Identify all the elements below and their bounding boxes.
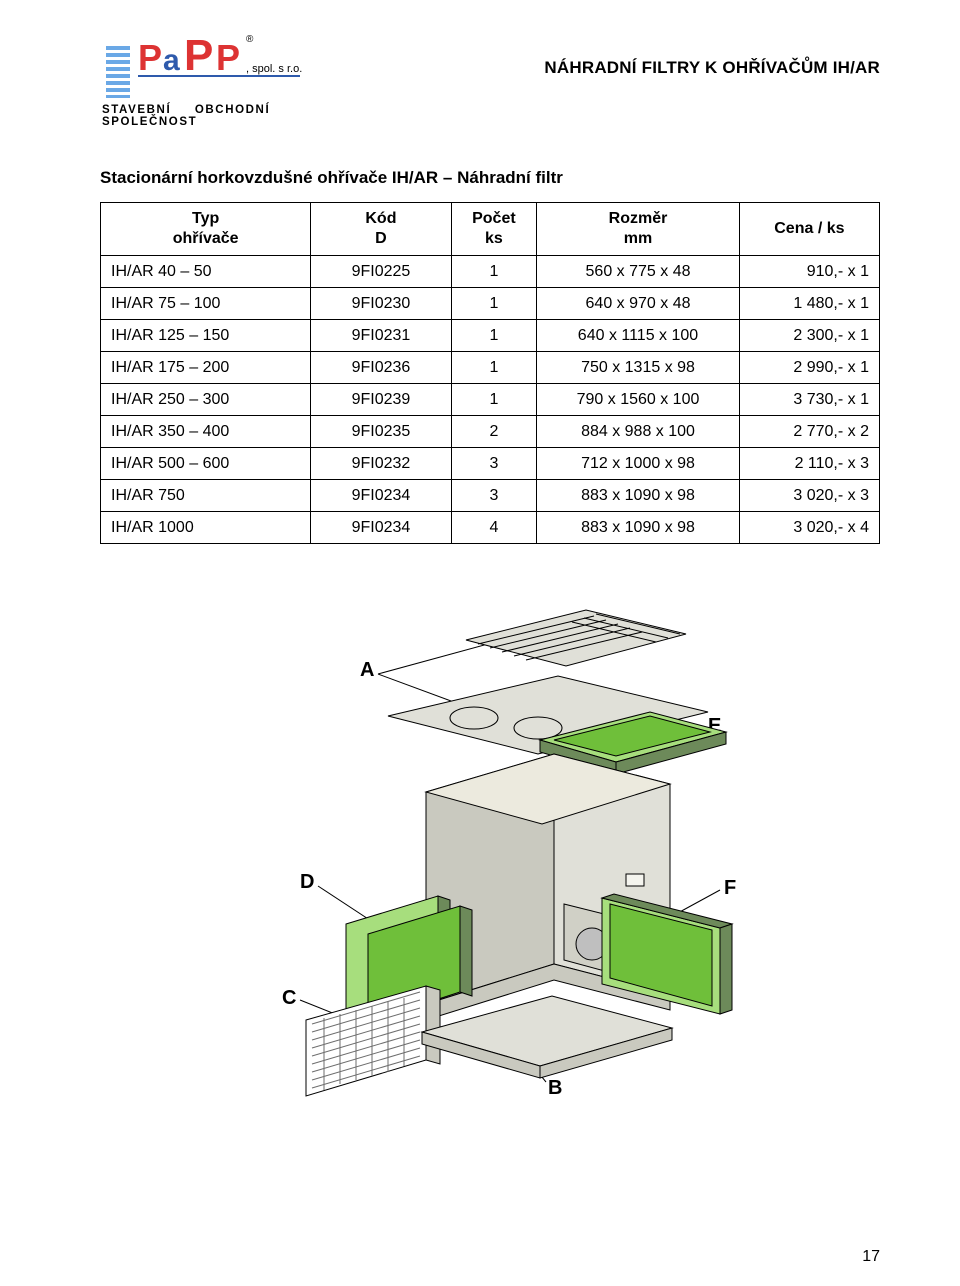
table-header-row: Typ ohřívače Kód D Počet ks Rozměr mm Ce… (101, 203, 880, 256)
svg-text:A: A (360, 659, 374, 681)
table-row: IH/AR 40 – 509FI02251560 x 775 x 48910,-… (101, 256, 880, 288)
table-row: IH/AR 175 – 2009FI02361750 x 1315 x 982 … (101, 352, 880, 384)
table-cell: 3 020,- x 3 (739, 480, 879, 512)
table-cell: IH/AR 350 – 400 (101, 416, 311, 448)
table-cell: 2 110,- x 3 (739, 448, 879, 480)
logo-text-a: a (163, 44, 180, 77)
table-cell: 9FI0232 (311, 448, 451, 480)
table-row: IH/AR 125 – 1509FI02311640 x 1115 x 1002… (101, 320, 880, 352)
table-cell: 9FI0231 (311, 320, 451, 352)
page-number: 17 (862, 1248, 880, 1266)
table-cell: 1 (451, 288, 537, 320)
table-cell: 2 300,- x 1 (739, 320, 879, 352)
table-cell: 9FI0234 (311, 512, 451, 544)
table-row: IH/AR 75 – 1009FI02301640 x 970 x 481 48… (101, 288, 880, 320)
table-row: IH/AR 10009FI02344883 x 1090 x 983 020,-… (101, 512, 880, 544)
table-cell: IH/AR 75 – 100 (101, 288, 311, 320)
table-cell: 3 (451, 480, 537, 512)
filter-table: Typ ohřívače Kód D Počet ks Rozměr mm Ce… (100, 202, 880, 544)
table-cell: 1 (451, 384, 537, 416)
table-cell: 9FI0230 (311, 288, 451, 320)
table-cell: 640 x 970 x 48 (537, 288, 740, 320)
col-poc-l2: ks (485, 230, 503, 247)
table-cell: IH/AR 125 – 150 (101, 320, 311, 352)
logo-text-p1: P (138, 37, 162, 78)
table-cell: 1 (451, 256, 537, 288)
table-row: IH/AR 350 – 4009FI02352884 x 988 x 1002 … (101, 416, 880, 448)
svg-text:B: B (548, 1077, 562, 1099)
table-cell: 712 x 1000 x 98 (537, 448, 740, 480)
table-row: IH/AR 250 – 3009FI02391790 x 1560 x 1003… (101, 384, 880, 416)
tagline-left: STAVEBNÍ (102, 104, 171, 116)
logo-svg: P a P P ® , spol. s r.o. (100, 30, 330, 100)
svg-text:F: F (724, 877, 736, 899)
table-cell: 9FI0236 (311, 352, 451, 384)
section-title: Stacionární horkovzdušné ohřívače IH/AR … (100, 168, 880, 188)
table-cell: 560 x 775 x 48 (537, 256, 740, 288)
tagline: STAVEBNÍ OBCHODNÍ SPOLEČNOST (102, 104, 330, 128)
logo-text-p2: P (184, 31, 213, 80)
table-cell: 9FI0234 (311, 480, 451, 512)
table-cell: IH/AR 40 – 50 (101, 256, 311, 288)
table-row: IH/AR 500 – 6009FI02323712 x 1000 x 982 … (101, 448, 880, 480)
table-cell: 2 990,- x 1 (739, 352, 879, 384)
logo-reg: ® (246, 34, 254, 45)
table-cell: 3 (451, 448, 537, 480)
table-cell: 2 770,- x 2 (739, 416, 879, 448)
table-cell: IH/AR 1000 (101, 512, 311, 544)
table-cell: IH/AR 175 – 200 (101, 352, 311, 384)
table-cell: 750 x 1315 x 98 (537, 352, 740, 384)
table-cell: 883 x 1090 x 98 (537, 480, 740, 512)
table-cell: 910,- x 1 (739, 256, 879, 288)
table-cell: 3 020,- x 4 (739, 512, 879, 544)
table-cell: 2 (451, 416, 537, 448)
table-cell: 883 x 1090 x 98 (537, 512, 740, 544)
table-cell: IH/AR 750 (101, 480, 311, 512)
svg-text:D: D (300, 871, 314, 893)
table-cell: 1 480,- x 1 (739, 288, 879, 320)
table-cell: 1 (451, 320, 537, 352)
exploded-diagram: A E D C F B (210, 604, 770, 1104)
table-row: IH/AR 7509FI02343883 x 1090 x 983 020,- … (101, 480, 880, 512)
col-kod-l2: D (375, 230, 387, 247)
table-cell: 9FI0239 (311, 384, 451, 416)
col-cena-l1: Cena / ks (774, 220, 844, 237)
col-poc-l1: Počet (472, 210, 516, 227)
logo-block: P a P P ® , spol. s r.o. STAVEBNÍ OBCHOD… (100, 30, 330, 128)
svg-text:C: C (282, 987, 296, 1009)
col-kod-l1: Kód (365, 210, 396, 227)
table-cell: 4 (451, 512, 537, 544)
col-typ-l1: Typ (192, 210, 219, 227)
table-cell: 1 (451, 352, 537, 384)
table-cell: 9FI0225 (311, 256, 451, 288)
logo-text-p3: P (216, 37, 240, 78)
table-cell: 3 730,- x 1 (739, 384, 879, 416)
table-cell: 790 x 1560 x 100 (537, 384, 740, 416)
table-cell: 640 x 1115 x 100 (537, 320, 740, 352)
document-title: NÁHRADNÍ FILTRY K OHŘÍVAČŮM IH/AR (544, 30, 880, 78)
col-roz-l2: mm (624, 230, 652, 247)
table-cell: IH/AR 250 – 300 (101, 384, 311, 416)
table-cell: 884 x 988 x 100 (537, 416, 740, 448)
col-typ-l2: ohřívače (173, 230, 239, 247)
table-cell: IH/AR 500 – 600 (101, 448, 311, 480)
logo-suffix: , spol. s r.o. (246, 63, 302, 75)
col-roz-l1: Rozměr (609, 210, 668, 227)
table-cell: 9FI0235 (311, 416, 451, 448)
